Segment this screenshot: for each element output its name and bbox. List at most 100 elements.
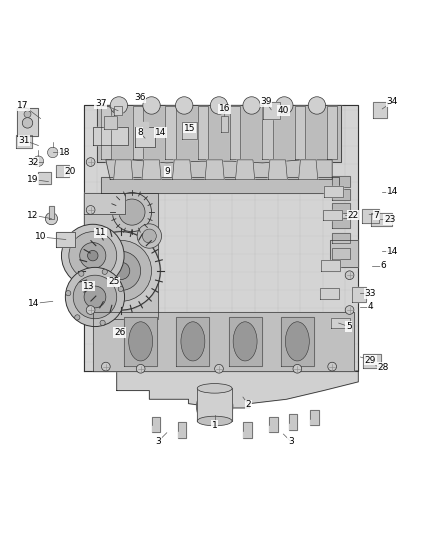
Circle shape bbox=[328, 362, 336, 371]
Circle shape bbox=[293, 365, 302, 373]
Polygon shape bbox=[269, 417, 278, 432]
Polygon shape bbox=[84, 192, 125, 214]
Polygon shape bbox=[142, 160, 161, 180]
Circle shape bbox=[136, 365, 145, 373]
Circle shape bbox=[75, 315, 80, 320]
Circle shape bbox=[66, 290, 71, 296]
Text: 14: 14 bbox=[386, 187, 398, 196]
Circle shape bbox=[22, 118, 33, 128]
Text: 20: 20 bbox=[64, 167, 76, 176]
Polygon shape bbox=[104, 116, 117, 130]
Polygon shape bbox=[141, 122, 148, 128]
Text: 3: 3 bbox=[155, 437, 161, 446]
Text: 25: 25 bbox=[108, 277, 120, 286]
Circle shape bbox=[61, 224, 124, 287]
Text: 6: 6 bbox=[381, 261, 386, 270]
Circle shape bbox=[143, 97, 160, 114]
Ellipse shape bbox=[181, 322, 205, 361]
Polygon shape bbox=[373, 102, 387, 118]
Ellipse shape bbox=[197, 416, 232, 426]
Polygon shape bbox=[331, 318, 350, 328]
Circle shape bbox=[80, 243, 106, 269]
Polygon shape bbox=[295, 107, 305, 158]
Polygon shape bbox=[56, 165, 69, 177]
Polygon shape bbox=[117, 371, 358, 408]
Polygon shape bbox=[321, 261, 339, 271]
Polygon shape bbox=[371, 213, 392, 226]
Polygon shape bbox=[332, 218, 350, 228]
Polygon shape bbox=[106, 160, 332, 180]
Polygon shape bbox=[133, 107, 143, 158]
Polygon shape bbox=[93, 127, 127, 144]
Polygon shape bbox=[311, 410, 319, 425]
Ellipse shape bbox=[233, 322, 257, 361]
Circle shape bbox=[176, 97, 193, 114]
Text: 2: 2 bbox=[246, 400, 251, 409]
Polygon shape bbox=[332, 248, 350, 259]
Text: 39: 39 bbox=[260, 98, 272, 107]
Circle shape bbox=[119, 199, 145, 225]
Circle shape bbox=[24, 111, 31, 118]
Circle shape bbox=[196, 389, 233, 425]
Polygon shape bbox=[230, 107, 240, 158]
Text: 12: 12 bbox=[27, 211, 39, 220]
Ellipse shape bbox=[129, 322, 152, 361]
Polygon shape bbox=[205, 160, 224, 180]
Text: 4: 4 bbox=[367, 302, 373, 311]
Circle shape bbox=[46, 213, 57, 225]
Polygon shape bbox=[97, 106, 341, 162]
Text: 14: 14 bbox=[386, 247, 398, 256]
Text: 18: 18 bbox=[59, 148, 70, 157]
Circle shape bbox=[86, 305, 95, 314]
Circle shape bbox=[86, 158, 95, 166]
Circle shape bbox=[202, 394, 227, 419]
Circle shape bbox=[82, 232, 160, 310]
Polygon shape bbox=[38, 172, 50, 184]
Text: 29: 29 bbox=[365, 356, 376, 365]
Circle shape bbox=[84, 286, 106, 308]
Polygon shape bbox=[364, 354, 381, 368]
Polygon shape bbox=[135, 127, 155, 147]
Polygon shape bbox=[56, 232, 75, 247]
Polygon shape bbox=[114, 160, 133, 180]
Polygon shape bbox=[49, 206, 54, 219]
Circle shape bbox=[91, 240, 152, 301]
Text: 33: 33 bbox=[365, 289, 376, 298]
Polygon shape bbox=[178, 422, 186, 438]
Polygon shape bbox=[332, 203, 350, 213]
Polygon shape bbox=[332, 189, 350, 200]
Polygon shape bbox=[332, 176, 350, 187]
Circle shape bbox=[110, 97, 127, 114]
Circle shape bbox=[345, 271, 354, 279]
Text: 17: 17 bbox=[18, 101, 29, 110]
Circle shape bbox=[69, 232, 117, 279]
Polygon shape bbox=[332, 233, 350, 244]
Text: 10: 10 bbox=[35, 232, 46, 241]
Polygon shape bbox=[102, 177, 339, 192]
Circle shape bbox=[102, 269, 107, 274]
Circle shape bbox=[113, 262, 130, 279]
Polygon shape bbox=[362, 209, 379, 223]
Polygon shape bbox=[17, 108, 39, 136]
Circle shape bbox=[86, 206, 95, 214]
Text: 31: 31 bbox=[18, 136, 30, 145]
Polygon shape bbox=[262, 107, 273, 158]
Polygon shape bbox=[289, 415, 297, 430]
Circle shape bbox=[210, 97, 228, 114]
Text: 23: 23 bbox=[384, 215, 395, 224]
Polygon shape bbox=[324, 187, 343, 197]
Text: 13: 13 bbox=[83, 281, 94, 290]
Polygon shape bbox=[173, 160, 191, 180]
Circle shape bbox=[215, 365, 223, 373]
Text: 19: 19 bbox=[27, 175, 39, 184]
Polygon shape bbox=[177, 317, 209, 366]
Polygon shape bbox=[124, 317, 157, 366]
Text: 34: 34 bbox=[386, 98, 398, 107]
Circle shape bbox=[113, 192, 152, 232]
Polygon shape bbox=[268, 160, 287, 180]
Circle shape bbox=[142, 229, 156, 243]
Text: 9: 9 bbox=[165, 167, 170, 176]
Polygon shape bbox=[320, 288, 339, 298]
Polygon shape bbox=[299, 160, 318, 180]
Text: 28: 28 bbox=[378, 363, 389, 372]
